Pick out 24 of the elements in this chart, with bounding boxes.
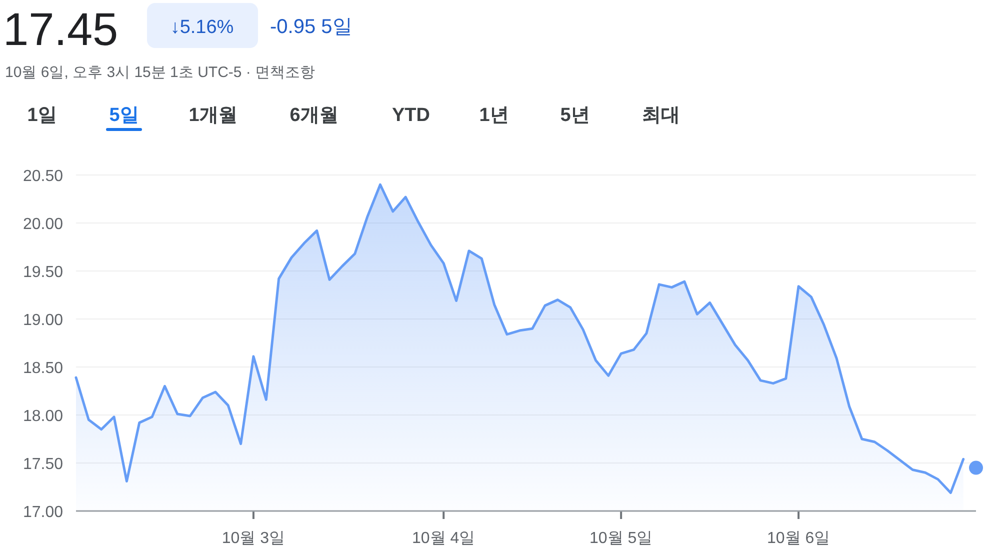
text: 5년: [560, 105, 590, 126]
y-tick-label: 19.50: [22, 264, 64, 281]
text: 1일: [27, 105, 57, 126]
text: 1년: [479, 105, 509, 126]
y-tick-label: 17.00: [22, 504, 64, 521]
text: 6개월: [290, 105, 338, 126]
y-tick-label: 19.00: [22, 312, 64, 329]
y-tick-label: 20.00: [22, 216, 64, 233]
x-tick-label: 10월 6일: [766, 530, 830, 547]
text: 5일: [109, 105, 139, 126]
text: -0.95 5일: [270, 16, 352, 38]
text: ↓5.16%: [170, 17, 234, 38]
y-tick-label: 17.50: [22, 456, 64, 473]
text: 1개월: [188, 105, 238, 126]
chart-subtitle: 10월 6일, 오후 3시 15분 1초 UTC-5 · 면책조항: [5, 64, 316, 81]
text: 최대: [642, 105, 680, 126]
x-tick-label: 10월 4일: [412, 530, 476, 547]
y-tick-label: 20.50: [22, 168, 64, 185]
text: YTD: [392, 105, 430, 126]
y-tick-label: 18.50: [22, 360, 64, 377]
chart-title: 17.45: [3, 3, 118, 55]
y-tick-label: 18.00: [22, 408, 64, 425]
x-tick-label: 10월 3일: [222, 530, 286, 547]
x-tick-label: 10월 5일: [590, 530, 653, 547]
